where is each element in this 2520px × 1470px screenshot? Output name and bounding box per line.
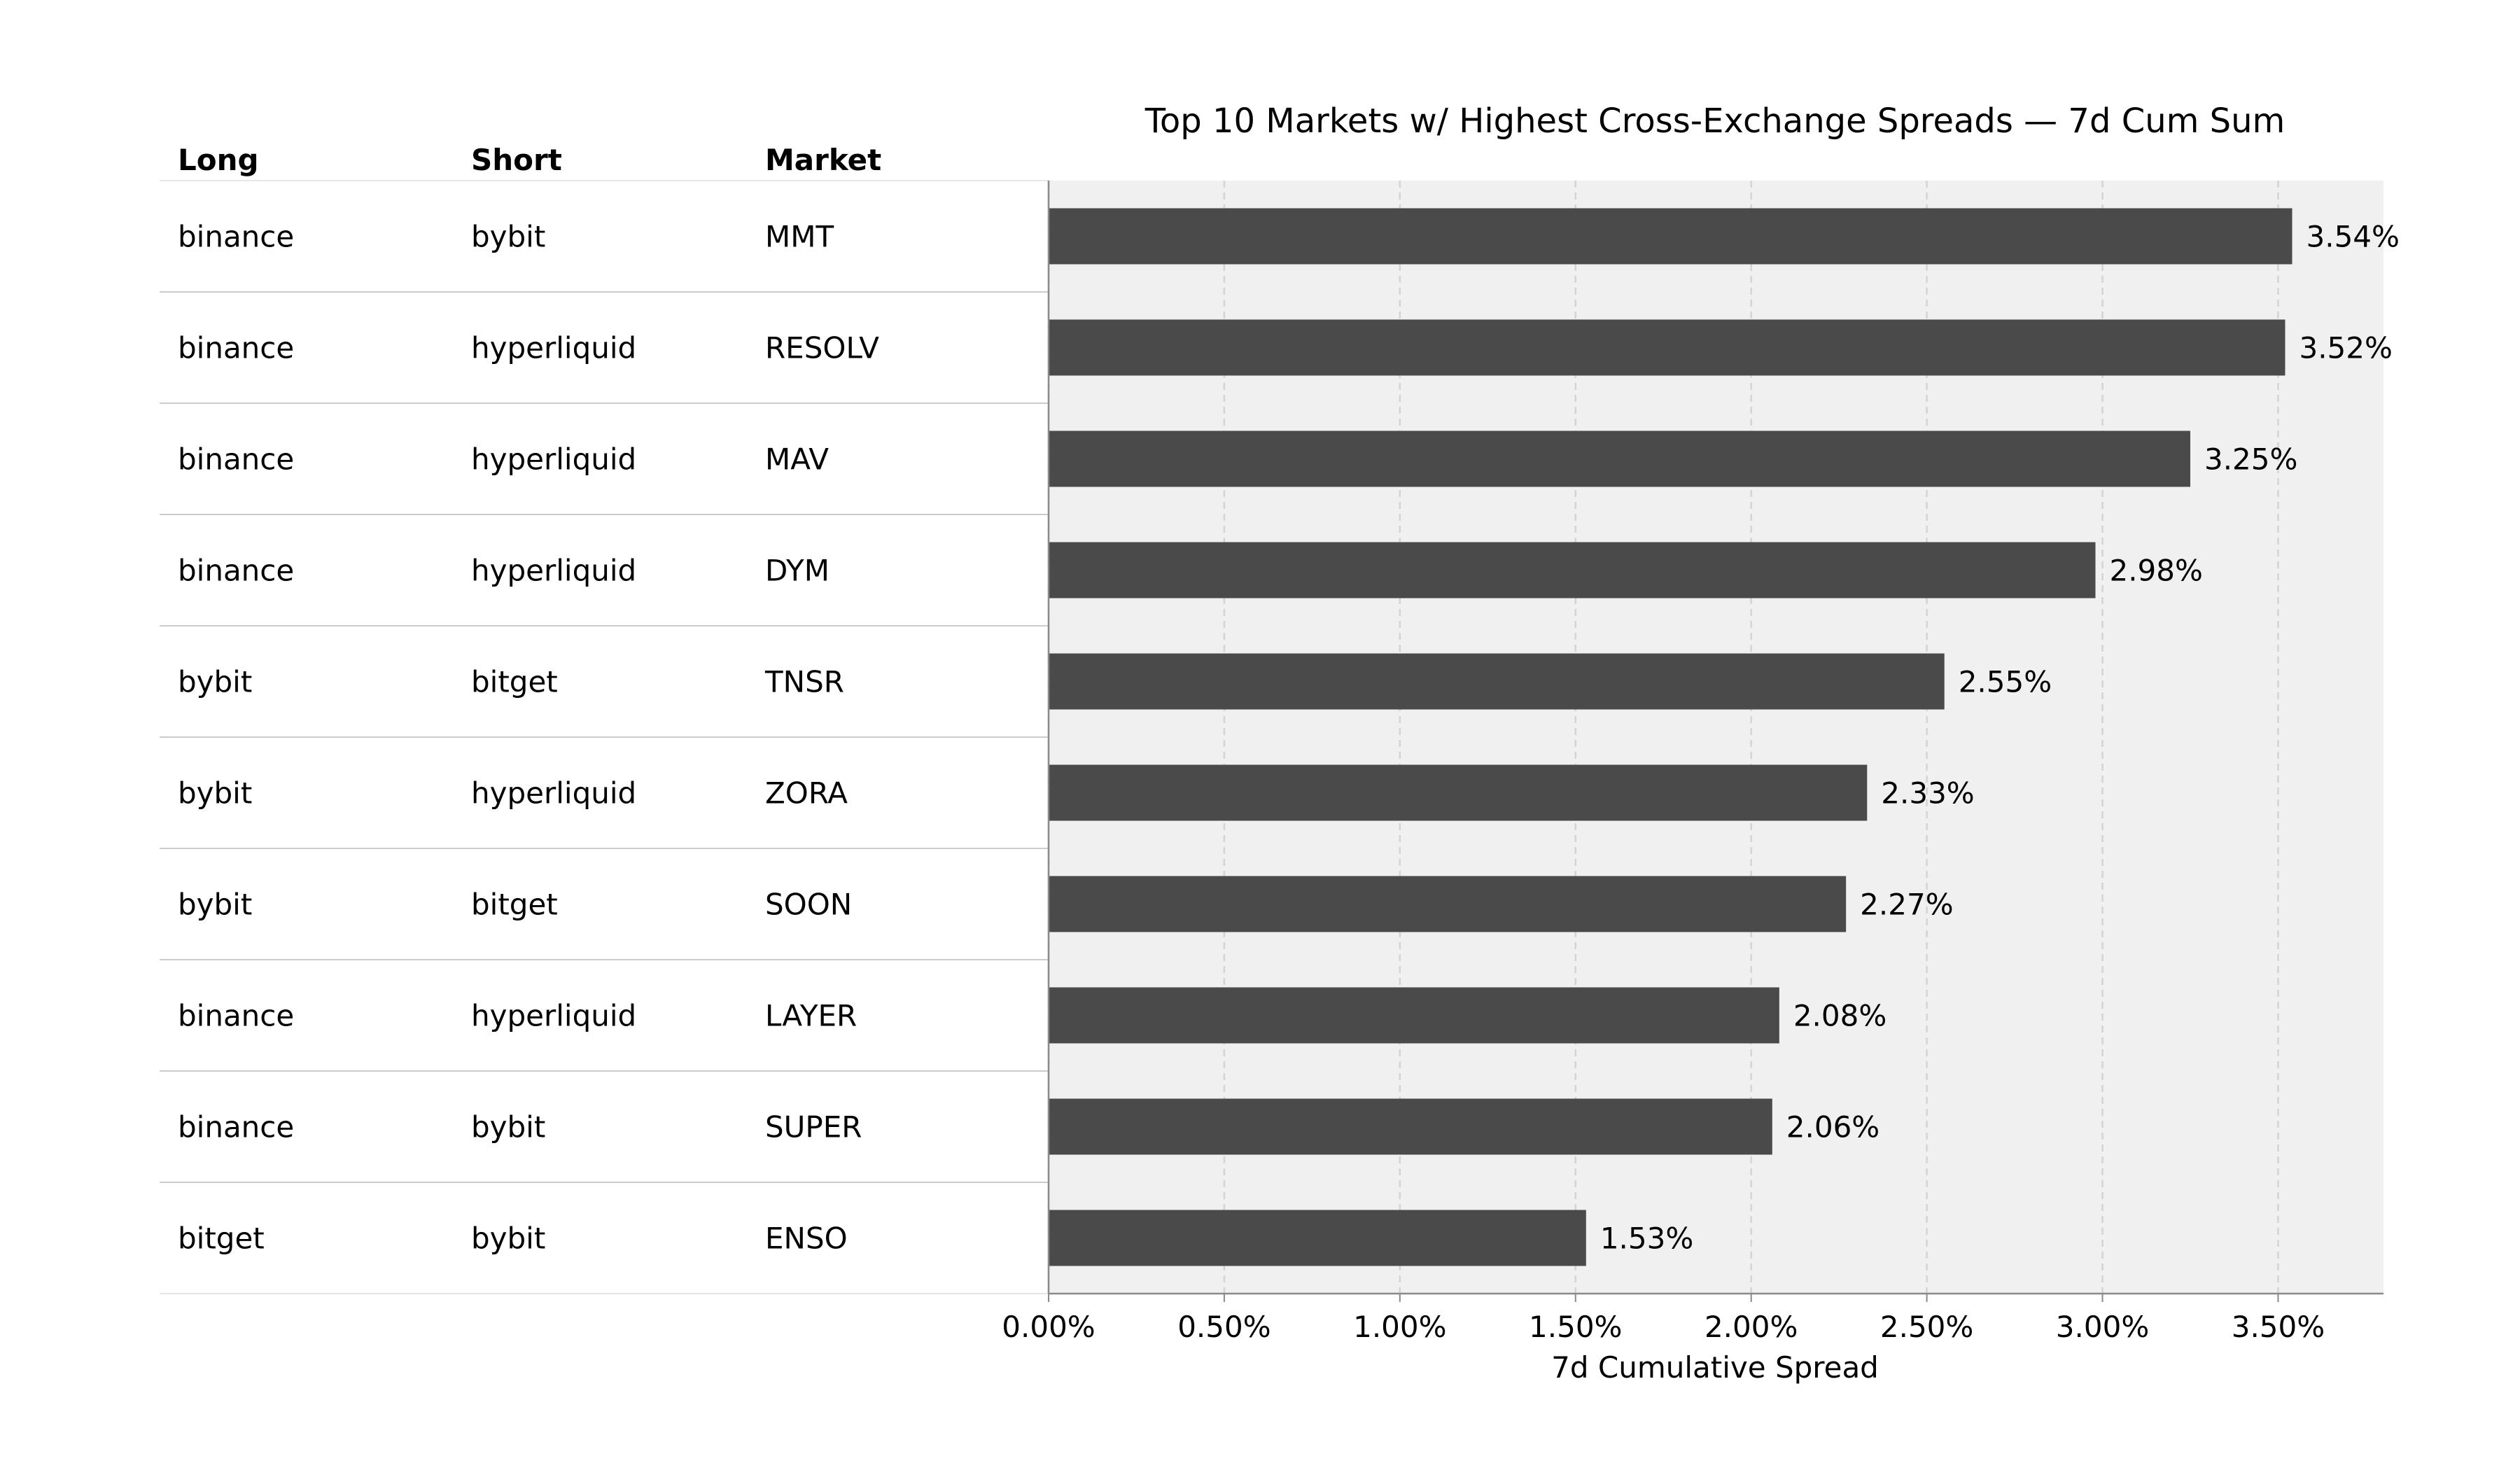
table-row: bitget bybit ENSO: [160, 1222, 1049, 1294]
table-row: bybit hyperliquid ZORA: [160, 776, 1049, 849]
table-cell-short: bybit: [471, 220, 545, 254]
table-cell-market: ENSO: [765, 1222, 848, 1256]
table-cell-short: bitget: [471, 665, 558, 699]
bar-value-label: 1.53%: [1600, 1222, 1693, 1256]
table-row: binance bybit SUPER: [160, 1110, 1049, 1183]
table-row: binance hyperliquid DYM: [160, 554, 1049, 626]
bar: [1049, 1098, 1772, 1155]
bar-value-label: 3.25%: [2204, 442, 2297, 477]
bar-value-label: 2.33%: [1881, 776, 1974, 811]
table-cell-market: RESOLV: [765, 331, 879, 365]
x-tick-label: 3.50%: [2232, 1310, 2325, 1344]
bar-value-label: 3.52%: [2299, 331, 2392, 365]
table-header-market: Market: [765, 143, 881, 177]
table-row: bybit bitget SOON: [160, 888, 1049, 960]
table-cell-short: hyperliquid: [471, 554, 636, 588]
x-tick-label: 1.00%: [1353, 1310, 1446, 1344]
bar: [1049, 319, 2286, 376]
bar: [1049, 876, 1847, 932]
x-tick-label: 1.50%: [1529, 1310, 1622, 1344]
bar: [1049, 208, 2292, 265]
bar: [1049, 987, 1779, 1044]
table-cell-market: SOON: [765, 888, 852, 922]
x-tick-label: 3.00%: [2056, 1310, 2149, 1344]
table-cell-market: SUPER: [765, 1110, 862, 1144]
bar-value-label: 2.06%: [1786, 1110, 1879, 1144]
table-cell-market: MAV: [765, 442, 829, 477]
table-cell-long: binance: [178, 442, 294, 477]
bar-plot-area: 0.00% 0.50% 1.00% 1.50% 2.00% 2.50% 3.00% 3.50%…: [1002, 181, 2400, 1344]
table-row: binance hyperliquid MAV: [160, 442, 1049, 515]
x-tick-label: 0.00%: [1002, 1310, 1095, 1344]
table-cell-long: binance: [178, 999, 294, 1033]
table-row: binance hyperliquid RESOLV: [160, 331, 1049, 404]
chart-title: Top 10 Markets w/ Highest Cross-Exchange…: [1144, 102, 2286, 141]
bar-value-label: 3.54%: [2306, 220, 2400, 254]
table-cell-long: bybit: [178, 888, 252, 922]
table-header-short: Short: [471, 143, 562, 177]
table-cell-short: bybit: [471, 1110, 545, 1144]
table-row: binance hyperliquid LAYER: [160, 999, 1049, 1072]
bar-value-label: 2.27%: [1860, 888, 1953, 922]
bar-value-label: 2.55%: [1959, 665, 2052, 699]
x-tick-label: 0.50%: [1177, 1310, 1270, 1344]
table-cell-market: ZORA: [765, 776, 848, 811]
table-cell-market: DYM: [765, 554, 830, 588]
table-cell-short: bitget: [471, 888, 558, 922]
table-cell-market: LAYER: [765, 999, 857, 1033]
bar-value-label: 2.08%: [1793, 999, 1886, 1033]
bar: [1049, 764, 1868, 821]
table-cell-long: binance: [178, 220, 294, 254]
table-header-long: Long: [178, 143, 259, 177]
x-tick-label: 2.00%: [1704, 1310, 1798, 1344]
table-cell-long: bybit: [178, 776, 252, 811]
table-cell-market: TNSR: [764, 665, 844, 699]
market-table: Long Short Market binance bybit MMT binance hyp…: [160, 143, 1049, 1294]
table-row: bybit bitget TNSR: [160, 665, 1049, 738]
table-cell-long: bitget: [178, 1222, 265, 1256]
table-cell-short: hyperliquid: [471, 999, 636, 1033]
table-cell-market: MMT: [765, 220, 834, 254]
table-cell-short: hyperliquid: [471, 776, 636, 811]
table-cell-long: binance: [178, 1110, 294, 1144]
x-axis-label: 7d Cumulative Spread: [1551, 1350, 1879, 1385]
table-cell-short: bybit: [471, 1222, 545, 1256]
table-cell-short: hyperliquid: [471, 442, 636, 477]
table-cell-long: binance: [178, 331, 294, 365]
table-row: binance bybit MMT: [160, 220, 1049, 293]
bar-value-label: 2.98%: [2109, 554, 2202, 588]
bar: [1049, 1210, 1586, 1266]
bar: [1049, 430, 2190, 487]
bar: [1049, 653, 1945, 710]
table-cell-long: binance: [178, 554, 294, 588]
table-cell-short: hyperliquid: [471, 331, 636, 365]
x-tick-label: 2.50%: [1880, 1310, 1973, 1344]
bar: [1049, 542, 2096, 598]
table-cell-long: bybit: [178, 665, 252, 699]
